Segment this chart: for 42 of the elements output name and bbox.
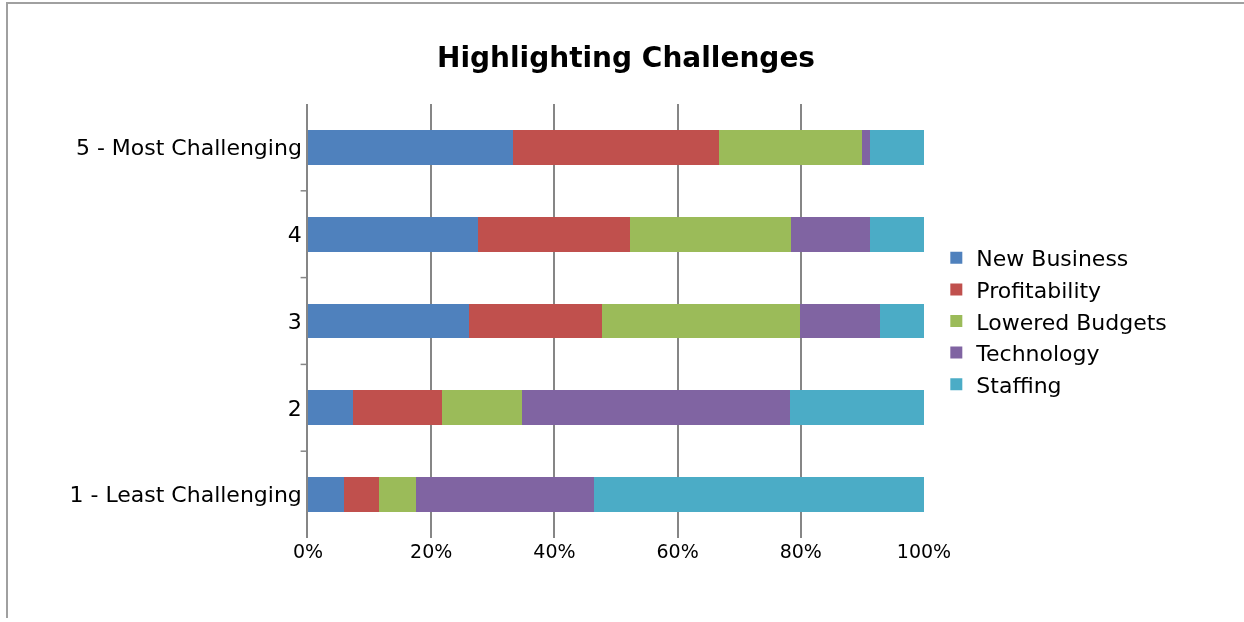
- bar: [513, 130, 719, 165]
- bar: [870, 216, 924, 252]
- bar: [478, 216, 630, 252]
- bar: [789, 390, 924, 426]
- bar: [308, 130, 514, 165]
- legend-label: New Business: [976, 246, 1129, 272]
- legend-label: Staffing: [976, 372, 1062, 398]
- bar: [415, 477, 594, 512]
- y-tick-label: 3: [287, 308, 302, 334]
- bar: [468, 303, 603, 339]
- x-tick-label: 60%: [656, 540, 699, 562]
- bar: [861, 130, 871, 165]
- bar: [629, 216, 791, 252]
- legend-label: Lowered Budgets: [976, 309, 1167, 335]
- y-tick-label: 2: [287, 395, 302, 421]
- bar: [442, 390, 523, 426]
- y-tick-label: 5 - Most Challenging: [75, 135, 302, 161]
- bar: [790, 216, 871, 252]
- bar: [343, 477, 380, 512]
- x-tick-label: 20%: [410, 540, 453, 562]
- y-tick-label: 4: [287, 221, 302, 247]
- bar: [352, 390, 443, 426]
- bar: [308, 303, 469, 339]
- x-tick-label: 0%: [292, 540, 324, 562]
- x-tick-label: 80%: [779, 540, 822, 562]
- chart-title: Highlighting Challenges: [436, 40, 816, 74]
- legend-label: Technology: [975, 341, 1100, 367]
- bar: [308, 477, 344, 512]
- bar: [593, 477, 924, 512]
- bar: [799, 303, 880, 339]
- y-tick-label: 1 - Least Challenging: [69, 482, 302, 508]
- bar: [602, 303, 800, 339]
- bar: [308, 390, 353, 426]
- bar: [379, 477, 416, 512]
- bar: [308, 216, 479, 252]
- x-tick-label: 100%: [896, 540, 952, 562]
- bar: [718, 130, 862, 165]
- bar: [870, 130, 924, 165]
- legend-label: Profitability: [976, 277, 1102, 303]
- bar: [522, 390, 790, 426]
- bar: [879, 303, 924, 339]
- x-tick-label: 40%: [533, 540, 576, 562]
